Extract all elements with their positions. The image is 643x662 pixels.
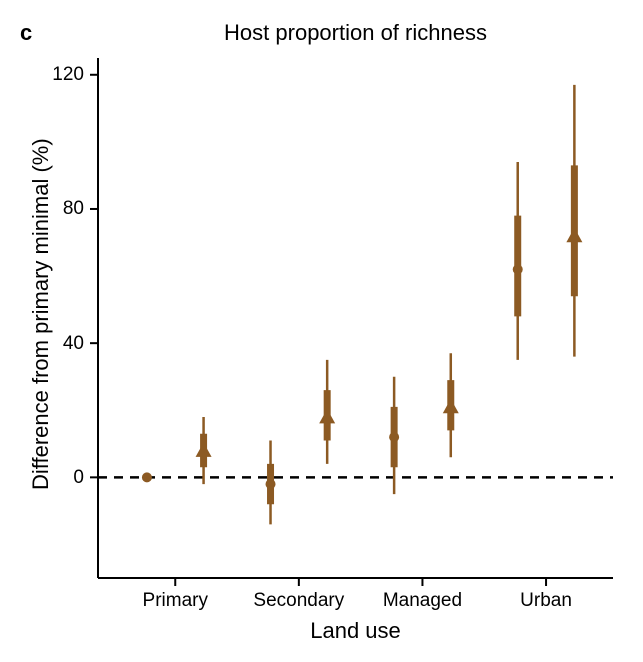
x-axis-label: Land use bbox=[98, 618, 613, 644]
data-point-circle bbox=[142, 472, 152, 482]
y-tick-label: 120 bbox=[52, 64, 84, 86]
panel-label: c bbox=[20, 20, 32, 46]
plot-area bbox=[98, 58, 613, 578]
x-tick-label: Managed bbox=[362, 590, 482, 612]
data-point-triangle bbox=[443, 399, 459, 413]
y-tick-label: 40 bbox=[63, 333, 84, 355]
y-tick-label: 80 bbox=[63, 198, 84, 220]
data-point-triangle bbox=[566, 228, 582, 242]
plot-svg bbox=[98, 58, 613, 578]
data-point-circle bbox=[513, 264, 523, 274]
x-tick-label: Secondary bbox=[239, 590, 359, 612]
y-axis-label: Difference from primary minimal (%) bbox=[28, 138, 54, 490]
data-point-circle bbox=[389, 432, 399, 442]
data-point-circle bbox=[266, 479, 276, 489]
chart-container: c Host proportion of richness Difference… bbox=[0, 0, 643, 662]
data-point-triangle bbox=[319, 409, 335, 423]
x-tick-label: Urban bbox=[486, 590, 606, 612]
chart-title: Host proportion of richness bbox=[98, 20, 613, 46]
data-point-triangle bbox=[196, 443, 212, 457]
y-tick-label: 0 bbox=[73, 467, 84, 489]
x-tick-label: Primary bbox=[115, 590, 235, 612]
